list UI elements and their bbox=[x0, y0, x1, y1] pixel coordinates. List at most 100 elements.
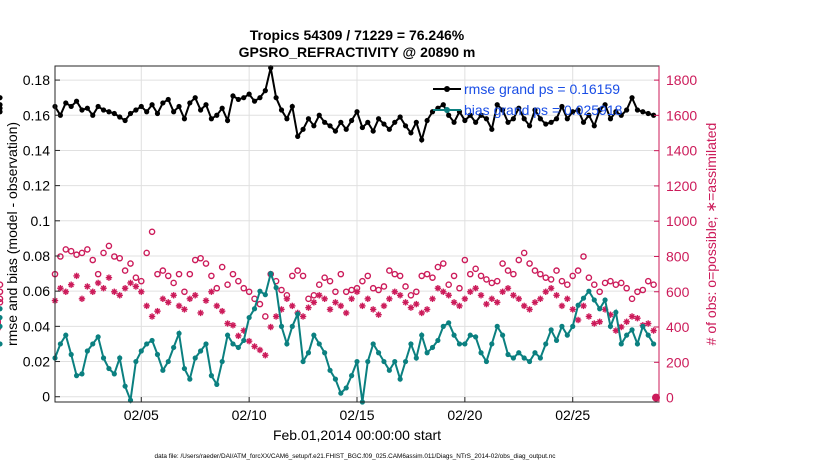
x-tick-label: 02/15 bbox=[339, 407, 374, 423]
possible-obs-point bbox=[181, 288, 188, 296]
possible-obs-point bbox=[111, 253, 118, 260]
assimilated-obs-point bbox=[332, 299, 339, 306]
possible-obs-point bbox=[628, 295, 636, 303]
possible-obs-point bbox=[191, 256, 199, 264]
rmse-data-point bbox=[106, 109, 112, 115]
possible-obs-point bbox=[310, 291, 318, 299]
x-axis-label: Feb.01,2014 00:00:00 start bbox=[273, 427, 441, 443]
possible-obs-point bbox=[607, 277, 614, 285]
possible-obs-point bbox=[364, 272, 372, 280]
rmse-data-point bbox=[537, 116, 543, 122]
assimilated-obs-point bbox=[57, 285, 64, 292]
bias-data-point bbox=[235, 344, 241, 351]
assimilated-obs-point bbox=[202, 297, 210, 304]
assimilated-obs-point bbox=[407, 304, 415, 311]
x-tick-label: 02/10 bbox=[232, 407, 267, 423]
possible-obs-point bbox=[240, 284, 248, 292]
assimilated-obs-point bbox=[89, 288, 96, 295]
assimilated-obs-point bbox=[143, 302, 150, 310]
right-tick-label: 400 bbox=[666, 319, 690, 335]
bias-data-point bbox=[144, 341, 150, 347]
assimilated-obs-point bbox=[218, 307, 226, 315]
bias-data-point bbox=[440, 323, 446, 329]
rmse-data-point bbox=[613, 109, 619, 115]
possible-obs-point bbox=[526, 260, 533, 267]
bias-data-point bbox=[171, 344, 177, 351]
assimilated-obs-point bbox=[67, 281, 75, 288]
bias-data-point bbox=[397, 376, 403, 382]
assimilated-obs-point bbox=[208, 288, 215, 295]
assimilated-obs-point bbox=[267, 323, 274, 331]
assimilated-obs-point bbox=[391, 288, 398, 295]
rmse-data-point bbox=[154, 110, 161, 117]
possible-obs-point bbox=[202, 260, 210, 267]
possible-obs-point bbox=[170, 279, 177, 287]
possible-obs-point bbox=[623, 284, 630, 292]
bias-data-point bbox=[446, 320, 452, 326]
assimilated-obs-point bbox=[305, 304, 312, 311]
assimilated-obs-point bbox=[310, 299, 318, 306]
rmse-data-point bbox=[322, 119, 328, 125]
bias-data-point bbox=[332, 376, 339, 382]
bias-data-point bbox=[510, 355, 516, 361]
rmse-data-point bbox=[516, 105, 522, 111]
bias-data-point bbox=[607, 323, 614, 329]
assimilated-obs-point bbox=[547, 285, 555, 292]
rmse-data-point bbox=[419, 137, 425, 143]
rmse-data-point bbox=[580, 119, 587, 125]
right-tick-label: 1600 bbox=[666, 107, 697, 123]
bias-data-point bbox=[214, 381, 220, 388]
rmse-data-point bbox=[586, 112, 592, 118]
assimilated-obs-point bbox=[450, 299, 458, 306]
bias-data-point bbox=[586, 288, 592, 294]
rmse-data-point bbox=[645, 110, 651, 117]
rmse-data-point bbox=[413, 119, 419, 125]
data-file-footer: data file: /Users/raeder/DAI/ATM_forcXX/… bbox=[155, 453, 557, 460]
possible-obs-point bbox=[369, 284, 377, 292]
rmse-data-point bbox=[397, 114, 403, 120]
bias-data-point bbox=[273, 285, 279, 291]
assimilated-obs-point bbox=[623, 318, 630, 325]
assimilated-obs-point bbox=[224, 320, 231, 327]
rmse-data-point bbox=[521, 116, 527, 122]
bias-data-point bbox=[203, 341, 209, 347]
possible-obs-point bbox=[650, 281, 657, 289]
possible-obs-point bbox=[644, 277, 652, 285]
rmse-data-point bbox=[392, 119, 398, 125]
right-tick-label: 0 bbox=[666, 390, 674, 406]
possible-obs-point bbox=[564, 281, 571, 289]
possible-obs-point bbox=[321, 274, 328, 281]
bias-data-point bbox=[613, 309, 619, 315]
assimilated-obs-point bbox=[213, 302, 220, 310]
bias-data-point bbox=[548, 327, 554, 333]
bias-data-point bbox=[526, 358, 533, 365]
rmse-data-point bbox=[241, 95, 247, 101]
bias-data-point bbox=[57, 341, 63, 347]
rmse-data-point bbox=[111, 110, 117, 117]
assimilated-obs-point bbox=[434, 285, 442, 292]
possible-obs-point bbox=[445, 281, 452, 289]
bias-data-point bbox=[365, 358, 371, 365]
assimilated-obs-point bbox=[170, 292, 177, 299]
assimilated-obs-point bbox=[628, 313, 636, 320]
rmse-data-point bbox=[651, 112, 657, 118]
bias-data-point bbox=[176, 330, 182, 336]
possible-obs-point bbox=[278, 286, 285, 294]
possible-obs-point bbox=[62, 246, 70, 253]
assimilated-obs-point bbox=[159, 295, 167, 303]
assimilated-obs-point bbox=[84, 283, 91, 290]
rmse-data-point bbox=[79, 107, 85, 113]
bias-data-point bbox=[413, 355, 419, 361]
left-tick-label: 0 bbox=[42, 389, 50, 405]
rmse-data-point bbox=[160, 100, 166, 106]
possible-obs-point bbox=[634, 288, 641, 296]
assimilated-obs-point bbox=[461, 295, 469, 303]
assimilated-obs-point bbox=[418, 309, 425, 317]
rmse-data-point bbox=[84, 105, 90, 111]
assimilated-obs-point bbox=[181, 306, 188, 313]
legend-rmse-marker bbox=[444, 86, 450, 92]
chart-legend: rmse grand ps = 0.16159 bias grand ps = … bbox=[433, 81, 623, 118]
rmse-data-point bbox=[526, 123, 533, 129]
bias-data-point bbox=[289, 323, 295, 329]
rmse-data-point bbox=[171, 109, 177, 115]
